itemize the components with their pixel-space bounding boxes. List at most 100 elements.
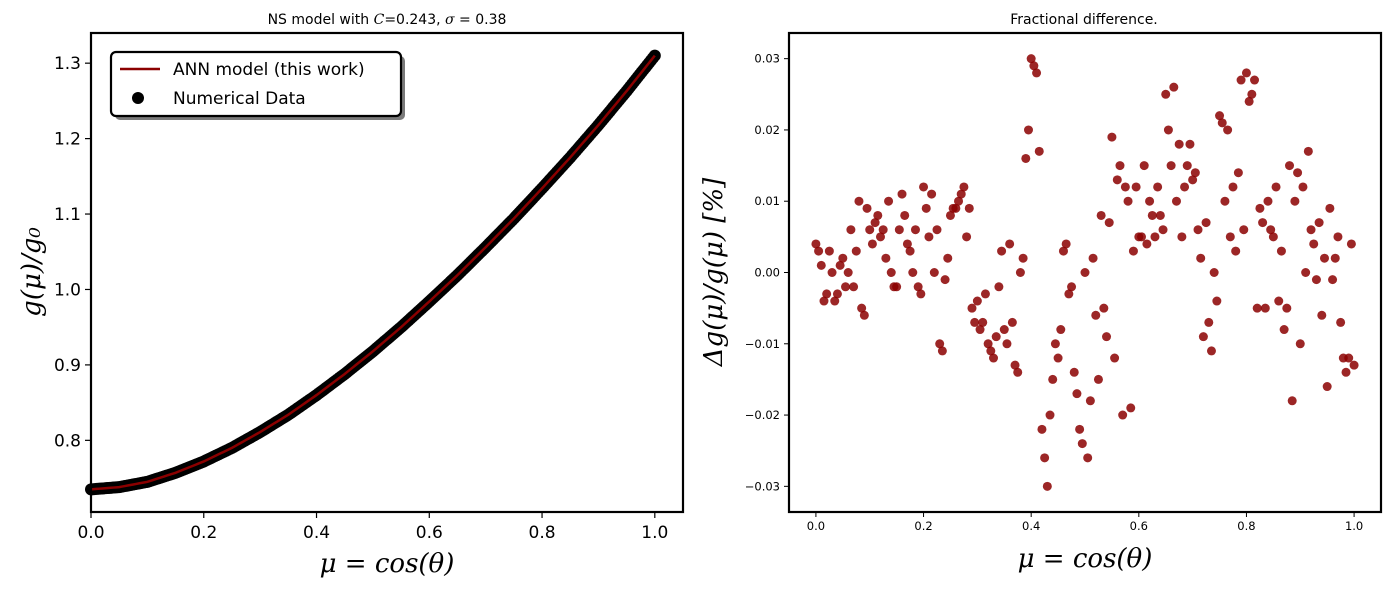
fractional-difference-point xyxy=(1311,275,1321,285)
fractional-difference-point xyxy=(1287,396,1297,406)
fractional-difference-point xyxy=(1032,68,1042,78)
fractional-difference-point xyxy=(1225,232,1235,242)
fractional-difference-point xyxy=(859,310,869,320)
fractional-difference-point xyxy=(1107,132,1117,142)
fractional-difference-point xyxy=(1131,182,1141,192)
fractional-difference-point xyxy=(1250,75,1260,85)
fractional-difference-point xyxy=(870,218,880,228)
fractional-difference-point xyxy=(1180,182,1190,192)
fractional-difference-point xyxy=(1268,232,1278,242)
fractional-difference-point xyxy=(1325,203,1335,213)
fractional-difference-point xyxy=(991,332,1001,342)
fractional-difference-point xyxy=(1053,353,1063,363)
right-plot-area xyxy=(811,54,1359,491)
fractional-difference-point xyxy=(1158,225,1168,235)
fractional-difference-point xyxy=(857,303,867,313)
legend-box xyxy=(109,50,403,118)
fractional-difference-point xyxy=(1080,268,1090,277)
fractional-difference-point xyxy=(1091,310,1101,320)
x-tick-label: 0.4 xyxy=(1022,519,1040,533)
left-y-axis: 0.8 0.9 1.0 1.1 1.2 1.3 xyxy=(54,54,91,451)
right-x-axis: 0.0 0.2 0.4 0.6 0.8 1.0 xyxy=(807,512,1363,533)
fractional-difference-point xyxy=(900,210,910,220)
fractional-difference-point xyxy=(1018,253,1028,263)
fractional-difference-point xyxy=(1042,481,1052,491)
fractional-difference-point xyxy=(1341,367,1351,377)
legend-label-data: Numerical Data xyxy=(173,89,306,109)
fractional-difference-point xyxy=(1010,360,1020,370)
fractional-difference-point xyxy=(1040,453,1050,463)
fractional-difference-point xyxy=(875,232,885,242)
fractional-difference-point xyxy=(972,296,982,306)
fractional-difference-point xyxy=(1029,61,1039,71)
fractional-difference-point xyxy=(1185,139,1195,149)
fractional-difference-point xyxy=(905,246,915,256)
fractional-difference-point xyxy=(1088,253,1098,263)
fractional-difference-point xyxy=(1023,125,1033,135)
fractional-difference-point xyxy=(929,268,939,277)
fractional-difference-point xyxy=(878,225,888,235)
fractional-difference-point xyxy=(959,182,969,192)
fractional-difference-point xyxy=(1161,89,1171,99)
fractional-difference-point xyxy=(999,325,1009,335)
fractional-difference-point xyxy=(1258,218,1268,228)
fractional-difference-point xyxy=(1322,382,1332,392)
fractional-difference-point xyxy=(851,246,861,256)
fractional-difference-point xyxy=(1306,225,1316,235)
y-tick-label: 0.01 xyxy=(754,194,780,208)
fractional-difference-point xyxy=(841,282,851,292)
fractional-difference-point xyxy=(1330,253,1340,263)
fractional-difference-point xyxy=(1217,118,1227,128)
fractional-difference-point xyxy=(940,275,950,285)
right-chart-title: Fractional difference. xyxy=(1010,12,1158,28)
fractional-difference-point xyxy=(1174,139,1184,149)
fractional-difference-point xyxy=(889,282,899,292)
fractional-difference-point xyxy=(1139,161,1149,171)
fractional-difference-point xyxy=(862,203,872,213)
fractional-difference-point xyxy=(1034,146,1044,156)
x-tick-label: 0.0 xyxy=(77,523,104,543)
fractional-difference-point xyxy=(835,260,845,270)
fractional-difference-point xyxy=(945,210,955,220)
fractional-difference-point xyxy=(1255,203,1265,213)
fractional-difference-point xyxy=(989,353,999,363)
fractional-difference-point xyxy=(1333,232,1343,242)
fractional-difference-point xyxy=(1293,168,1303,178)
y-tick-label: −0.02 xyxy=(745,408,780,422)
right-y-axis-label: Δg(μ)/g(μ) [%] xyxy=(699,177,729,367)
fractional-difference-point xyxy=(948,203,958,213)
fractional-difference-point xyxy=(1314,218,1324,228)
fractional-difference-point xyxy=(849,282,859,292)
fractional-difference-point xyxy=(1209,268,1219,277)
fractional-difference-point xyxy=(1241,68,1251,78)
fractional-difference-point xyxy=(1290,196,1300,206)
fractional-difference-point xyxy=(1015,268,1025,277)
fractional-difference-point xyxy=(1128,246,1138,256)
fractional-difference-point xyxy=(1247,89,1257,99)
fractional-difference-point xyxy=(978,317,988,327)
fractional-difference-point xyxy=(1026,54,1036,64)
fractional-difference-point xyxy=(1123,196,1133,206)
fractional-difference-point xyxy=(1118,410,1128,420)
fractional-difference-point xyxy=(1137,232,1147,242)
fractional-difference-point xyxy=(921,203,931,213)
x-tick-label: 0.2 xyxy=(914,519,932,533)
y-tick-label: 1.1 xyxy=(54,205,81,225)
fractional-difference-point xyxy=(1196,253,1206,263)
fractional-difference-point xyxy=(980,289,990,299)
fractional-difference-point xyxy=(1115,161,1125,171)
fractional-difference-point xyxy=(1048,374,1058,384)
fractional-difference-point xyxy=(1021,153,1031,163)
fractional-difference-point xyxy=(1309,239,1319,249)
fractional-difference-point xyxy=(1005,239,1015,249)
fractional-difference-point xyxy=(1233,168,1243,178)
left-legend: ANN model (this work) Numerical Data xyxy=(109,50,405,120)
fractional-difference-point xyxy=(1220,196,1230,206)
fractional-difference-point xyxy=(1169,82,1179,92)
fractional-difference-point xyxy=(822,289,832,299)
legend-marker-swatch xyxy=(132,92,144,104)
y-tick-label: 0.9 xyxy=(54,356,81,376)
fractional-difference-point xyxy=(1198,332,1208,342)
fractional-difference-point xyxy=(894,225,904,235)
